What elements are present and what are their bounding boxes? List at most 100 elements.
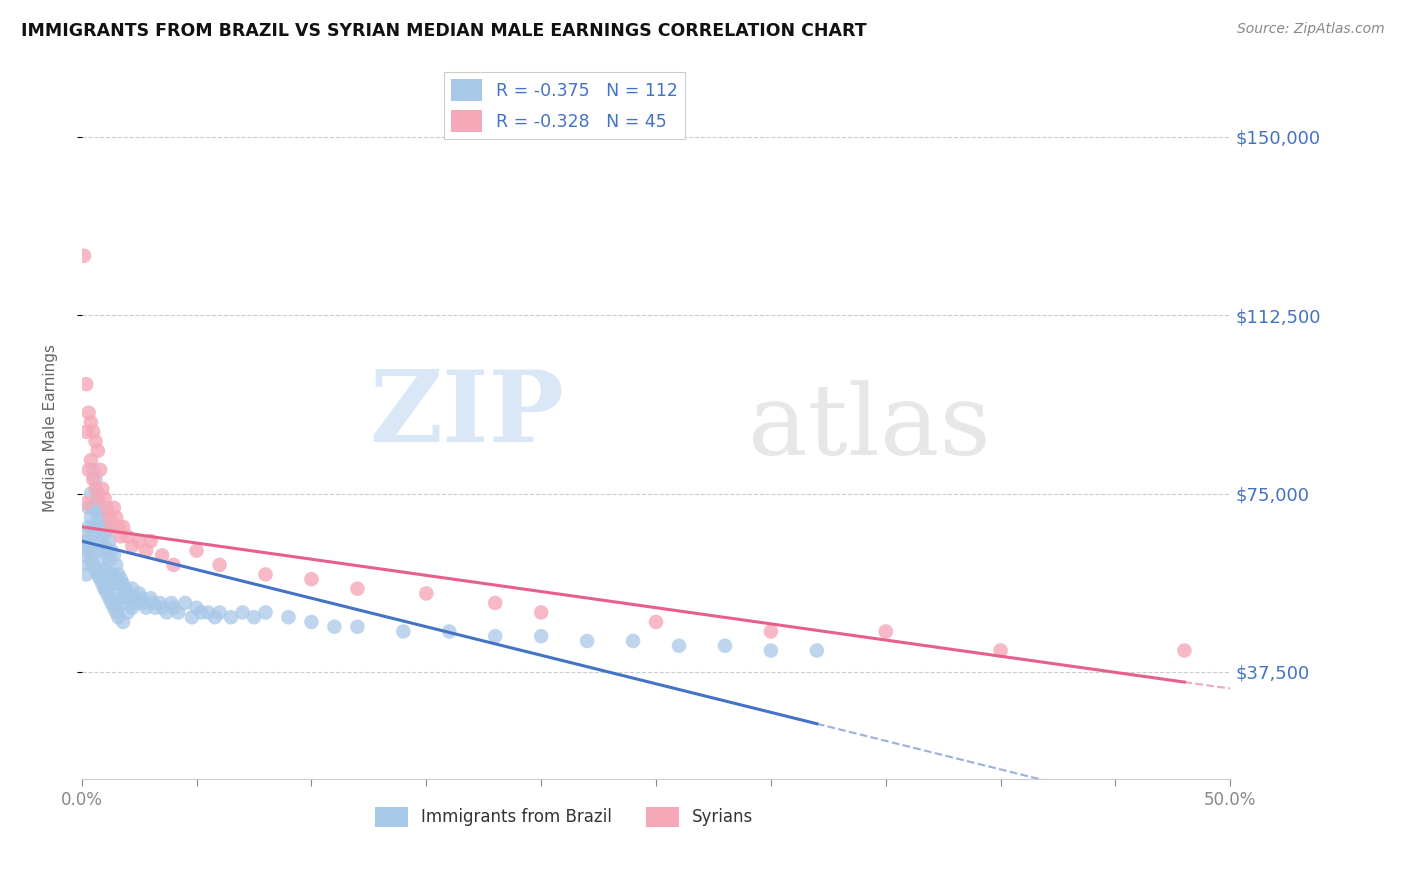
Point	[103, 600, 125, 615]
Point	[232, 606, 254, 620]
Point	[150, 600, 173, 615]
Point	[73, 529, 96, 543]
Point	[190, 606, 212, 620]
Point	[96, 500, 118, 515]
Text: IMMIGRANTS FROM BRAZIL VS SYRIAN MEDIAN MALE EARNINGS CORRELATION CHART: IMMIGRANTS FROM BRAZIL VS SYRIAN MEDIAN …	[21, 22, 866, 40]
Point	[89, 567, 111, 582]
Point	[77, 558, 100, 572]
Point	[98, 577, 121, 591]
Point	[243, 610, 266, 624]
Point	[96, 543, 118, 558]
Point	[75, 539, 97, 553]
Point	[84, 563, 107, 577]
Point	[87, 567, 110, 582]
Point	[91, 510, 114, 524]
Point	[93, 491, 115, 506]
Point	[93, 520, 115, 534]
Point	[77, 543, 100, 558]
Point	[75, 377, 97, 392]
Point	[117, 586, 139, 600]
Point	[100, 567, 122, 582]
Point	[181, 610, 204, 624]
Point	[105, 510, 128, 524]
Point	[121, 539, 143, 553]
Point	[149, 596, 172, 610]
Point	[80, 553, 103, 567]
Point	[668, 639, 690, 653]
Point	[103, 549, 125, 563]
Point	[89, 543, 111, 558]
Point	[117, 529, 139, 543]
Point	[132, 596, 155, 610]
Point	[806, 643, 828, 657]
Point	[204, 610, 226, 624]
Point	[135, 600, 157, 615]
Point	[91, 577, 114, 591]
Point	[100, 520, 122, 534]
Point	[112, 577, 135, 591]
Point	[346, 620, 368, 634]
Point	[112, 615, 135, 629]
Point	[110, 591, 132, 606]
Point	[87, 534, 110, 549]
Point	[142, 596, 165, 610]
Point	[84, 524, 107, 539]
Point	[112, 520, 135, 534]
Point	[346, 582, 368, 596]
Point	[576, 634, 599, 648]
Point	[93, 563, 115, 577]
Point	[107, 610, 129, 624]
Point	[530, 606, 553, 620]
Point	[110, 572, 132, 586]
Point	[73, 549, 96, 563]
Point	[87, 486, 110, 500]
Point	[301, 615, 323, 629]
Point	[167, 606, 190, 620]
Point	[392, 624, 415, 639]
Point	[82, 558, 104, 572]
Point	[107, 586, 129, 600]
Point	[1173, 643, 1195, 657]
Point	[112, 596, 135, 610]
Point	[219, 610, 242, 624]
Point	[160, 596, 183, 610]
Point	[118, 591, 141, 606]
Point	[87, 491, 110, 506]
Point	[89, 520, 111, 534]
Point	[77, 500, 100, 515]
Point	[96, 586, 118, 600]
Point	[759, 624, 782, 639]
Point	[990, 643, 1012, 657]
Point	[98, 591, 121, 606]
Legend: Immigrants from Brazil, Syrians: Immigrants from Brazil, Syrians	[368, 800, 761, 834]
Point	[484, 596, 506, 610]
Point	[73, 249, 96, 263]
Point	[80, 415, 103, 429]
Point	[105, 596, 128, 610]
Point	[484, 629, 506, 643]
Point	[82, 500, 104, 515]
Point	[91, 482, 114, 496]
Point	[84, 434, 107, 449]
Point	[208, 558, 231, 572]
Point	[117, 606, 139, 620]
Point	[93, 582, 115, 596]
Point	[162, 558, 184, 572]
Point	[277, 610, 299, 624]
Point	[110, 529, 132, 543]
Point	[254, 567, 277, 582]
Point	[301, 572, 323, 586]
Point	[128, 586, 150, 600]
Point	[143, 600, 166, 615]
Point	[125, 596, 148, 610]
Point	[197, 606, 219, 620]
Point	[82, 472, 104, 486]
Point	[84, 496, 107, 510]
Point	[98, 510, 121, 524]
Point	[77, 520, 100, 534]
Point	[759, 643, 782, 657]
Point	[87, 443, 110, 458]
Point	[77, 463, 100, 477]
Point	[186, 543, 208, 558]
Point	[139, 534, 162, 549]
